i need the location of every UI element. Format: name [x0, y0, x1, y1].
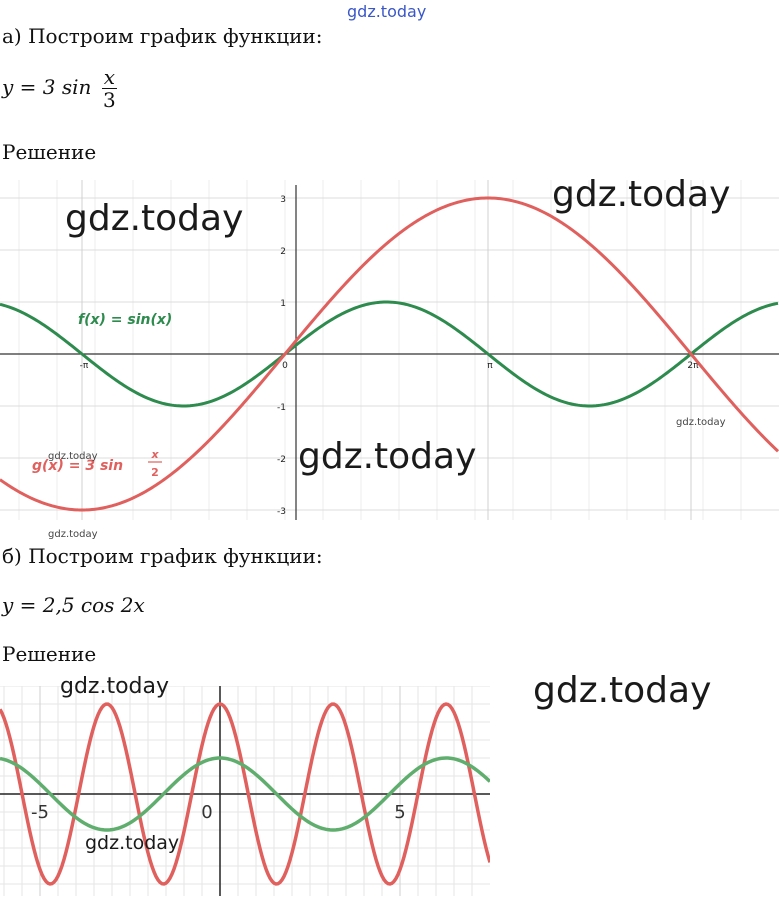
chart-a-ticks: -π 0 π 2π 3 2 1 -1 -2 -3 [80, 195, 699, 517]
watermark-6: gdz.today [85, 832, 180, 854]
chart-a-series-f [0, 300, 779, 408]
chart-a-series-g [0, 196, 779, 512]
y-tick-label: 2 [280, 247, 286, 257]
formula-numerator: x [101, 65, 118, 89]
chart-a: -π 0 π 2π 3 2 1 -1 -2 -3 f(x) = sin(x) g(x) = 3 s… [0, 180, 779, 520]
part-a-heading: а) Построим график функции: [2, 24, 323, 48]
watermark-5: gdz.today [533, 670, 712, 711]
watermark-3: gdz.today [298, 436, 477, 477]
chart-b-axes [0, 686, 490, 896]
formula-fraction: x 3 [101, 65, 118, 112]
x-tick-label: 0 [282, 361, 288, 371]
watermark-4: gdz.today [60, 674, 170, 699]
header-watermark: gdz.today [347, 2, 427, 21]
part-b-solution-label: Решение [2, 642, 97, 666]
y-tick-label: -3 [277, 507, 286, 517]
chart-b-grid [0, 686, 490, 896]
part-b-formula: y = 2,5 cos 2x [2, 593, 145, 617]
watermark-2: gdz.today [552, 174, 731, 215]
x-tick-label: π [487, 361, 493, 371]
y-tick-label: -1 [277, 403, 286, 413]
part-a-formula: y = 3 sin x 3 [2, 65, 118, 112]
y-tick-label: 3 [280, 195, 286, 205]
chart-b-series-red [0, 702, 490, 886]
x-tick-label: 0 [201, 802, 212, 823]
watermark-small-1: gdz.today [48, 451, 98, 462]
watermark-1: gdz.today [65, 198, 244, 239]
chart-a-axes [0, 185, 779, 520]
part-a-solution-label: Решение [2, 140, 97, 164]
y-tick-label: 1 [280, 299, 286, 309]
chart-a-label-g-num: x [150, 448, 159, 461]
chart-b: -5 0 5 [0, 686, 490, 896]
formula-lhs: y = 3 sin [2, 75, 92, 99]
chart-a-label-g-prefix: g(x) = 3 sin [32, 458, 123, 474]
x-tick-label: 2π [687, 361, 699, 371]
chart-a-label-g: g(x) = 3 sin x 2 [32, 448, 162, 479]
y-tick-label: -2 [277, 455, 286, 465]
chart-b-ticks: -5 0 5 [31, 802, 406, 823]
x-tick-label: -5 [31, 802, 49, 823]
formula-denominator: 3 [103, 88, 116, 112]
x-tick-label: 5 [394, 802, 405, 823]
chart-a-label-g-den: 2 [151, 466, 159, 479]
watermark-small-2: gdz.today [676, 417, 726, 428]
part-b-heading: б) Построим график функции: [2, 544, 323, 568]
watermark-small-3: gdz.today [48, 529, 98, 540]
chart-a-label-f: f(x) = sin(x) [78, 312, 172, 328]
chart-b-series-green [0, 756, 490, 832]
x-tick-label: -π [80, 361, 89, 371]
